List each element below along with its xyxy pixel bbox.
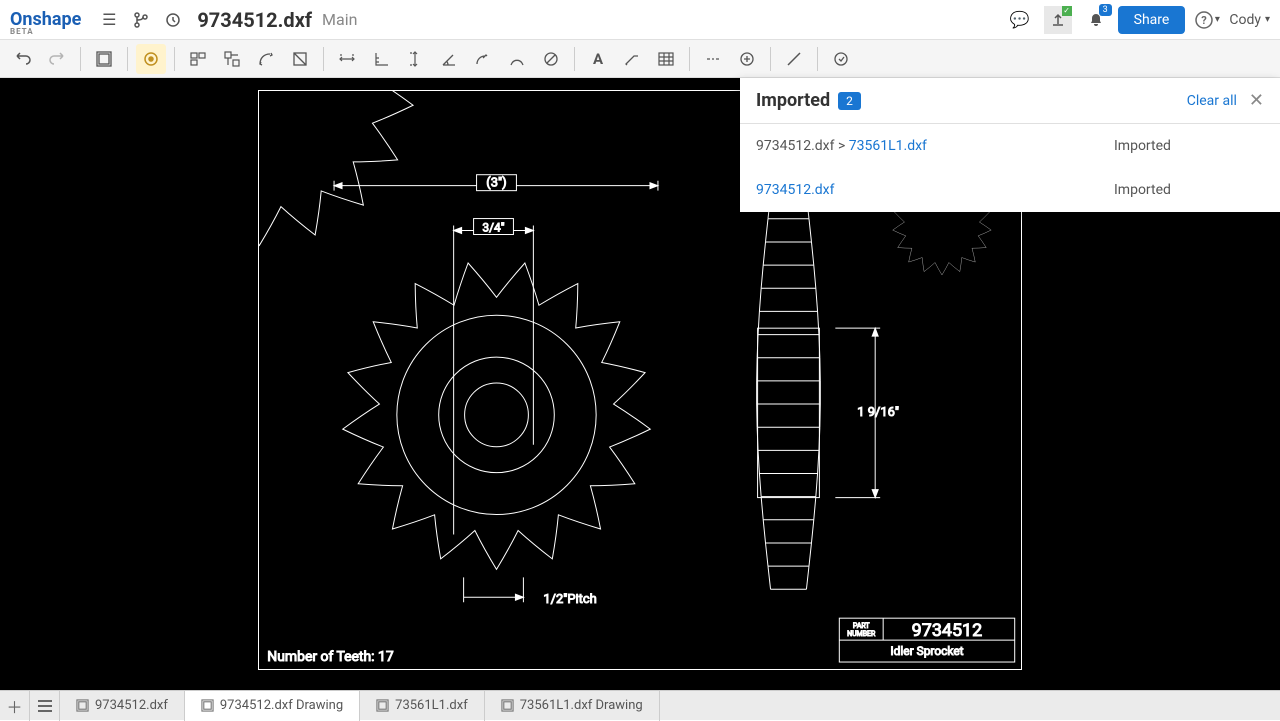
imported-row[interactable]: 9734512.dxf Imported: [740, 168, 1280, 212]
document-tab[interactable]: 73561L1.dxf Drawing: [485, 691, 660, 721]
svg-text:1/2"Pitch: 1/2"Pitch: [543, 592, 596, 607]
panel-count-badge: 2: [838, 92, 861, 110]
diameter-dim-button[interactable]: [536, 44, 566, 74]
history-icon[interactable]: [159, 6, 187, 34]
branch-icon[interactable]: [127, 6, 155, 34]
svg-text:PART: PART: [853, 622, 870, 630]
svg-text:Idler Sprocket: Idler Sprocket: [890, 644, 963, 658]
section-view-button[interactable]: [251, 44, 281, 74]
import-status: Imported: [1114, 182, 1264, 198]
menu-icon[interactable]: ☰: [95, 6, 123, 34]
logo-beta: BETA: [10, 27, 34, 36]
import-status: Imported: [1114, 138, 1264, 154]
import-status-icon[interactable]: ✓: [1044, 6, 1072, 34]
user-menu[interactable]: Cody▾: [1229, 12, 1270, 28]
line-button[interactable]: [779, 44, 809, 74]
add-tab-button[interactable]: ＋: [0, 691, 30, 721]
document-tab[interactable]: 73561L1.dxf: [360, 691, 485, 721]
help-icon[interactable]: ?▾: [1193, 6, 1221, 34]
ordinate-dim-button[interactable]: [366, 44, 396, 74]
sheet-button[interactable]: [89, 44, 119, 74]
svg-text:NUMBER: NUMBER: [847, 630, 876, 638]
centermark-button[interactable]: [732, 44, 762, 74]
redo-button[interactable]: [42, 44, 72, 74]
radius-dim-button[interactable]: [468, 44, 498, 74]
imported-panel: Imported 2 Clear all ✕ 9734512.dxf > 735…: [740, 78, 1280, 212]
logo[interactable]: Onshape BETA: [10, 9, 81, 30]
svg-text:1 9/16": 1 9/16": [857, 405, 899, 420]
projected-view-button[interactable]: [217, 44, 247, 74]
svg-text:?: ?: [1201, 14, 1207, 27]
centerline-button[interactable]: [698, 44, 728, 74]
note-button[interactable]: A: [583, 44, 613, 74]
close-icon[interactable]: ✕: [1249, 90, 1264, 111]
svg-text:3/4": 3/4": [482, 221, 504, 235]
panel-title: Imported: [756, 90, 830, 111]
branch-label: Main: [322, 10, 357, 29]
svg-text:9734512: 9734512: [912, 620, 983, 641]
notification-badge: 3: [1099, 4, 1112, 16]
document-tab[interactable]: 9734512.dxf Drawing: [185, 691, 360, 721]
notification-icon[interactable]: 3: [1082, 6, 1110, 34]
tab-list-button[interactable]: [30, 691, 60, 721]
clear-all-link[interactable]: Clear all: [1187, 93, 1237, 109]
file-link[interactable]: 73561L1.dxf: [849, 138, 927, 154]
svg-text:Number of Teeth: 17: Number of Teeth: 17: [267, 649, 394, 665]
app-header: Onshape BETA ☰ 9734512.dxf Main 💬 ✓ 3 Sh…: [0, 0, 1280, 40]
dimension-button[interactable]: [332, 44, 362, 74]
document-tab[interactable]: 9734512.dxf: [60, 691, 185, 721]
leader-button[interactable]: [617, 44, 647, 74]
vertical-dim-button[interactable]: [400, 44, 430, 74]
share-button[interactable]: Share: [1118, 6, 1186, 34]
update-button[interactable]: [826, 44, 856, 74]
view-button[interactable]: [136, 44, 166, 74]
document-title[interactable]: 9734512.dxf: [197, 8, 312, 32]
imported-row[interactable]: 9734512.dxf > 73561L1.dxf Imported: [740, 124, 1280, 168]
detail-view-button[interactable]: [285, 44, 315, 74]
table-button[interactable]: [651, 44, 681, 74]
comment-icon[interactable]: 💬: [1006, 6, 1034, 34]
toolbar: A: [0, 40, 1280, 78]
insert-view-button[interactable]: [183, 44, 213, 74]
arc-dim-button[interactable]: [502, 44, 532, 74]
tab-bar: ＋ 9734512.dxf9734512.dxf Drawing73561L1.…: [0, 690, 1280, 720]
svg-text:(3"): (3"): [486, 176, 506, 191]
undo-button[interactable]: [8, 44, 38, 74]
file-link[interactable]: 9734512.dxf: [756, 182, 834, 198]
angle-dim-button[interactable]: [434, 44, 464, 74]
